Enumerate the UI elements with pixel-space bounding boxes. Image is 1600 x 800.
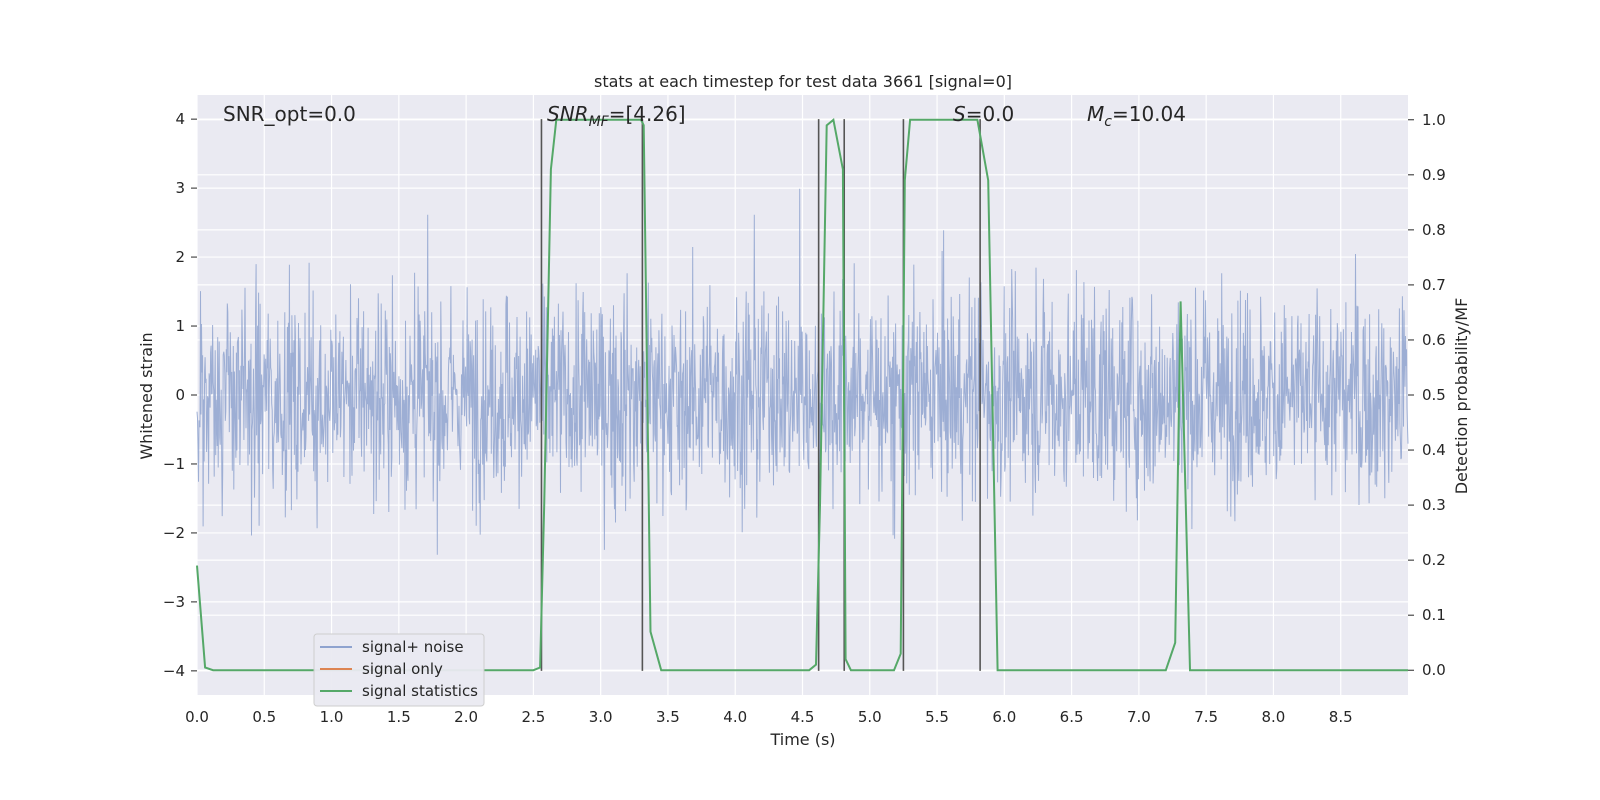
x-ticks: 0.0 0.5 1.0 1.5 2.0 2.5 3.0 3.5 4.0 4.5 5.0 5.5 6.0 6… [185,708,1353,726]
y-axis-label: Whitened strain [137,332,156,459]
y2-tick-label: 0.5 [1422,386,1446,404]
x-tick-label: 5.0 [858,708,882,726]
x-tick-label: 3.5 [656,708,680,726]
x-axis-label: Time (s) [769,730,835,749]
y-tick-label: 1 [175,317,185,335]
y-tick-label: −3 [163,593,185,611]
y2-tick-label: 0.1 [1422,606,1446,624]
y2-tick-label: 0.6 [1422,331,1446,349]
legend-label-noise: signal+ noise [362,638,464,656]
x-tick-label: 5.5 [925,708,949,726]
noise-series [196,188,1409,555]
y-tick-label: 4 [175,110,185,128]
y-tick-label: −1 [163,455,185,473]
noise-line [196,188,1409,555]
legend-box [313,633,485,707]
snr-mf-subscript: MF [589,114,610,130]
s-value: =0.0 [966,102,1015,126]
y-tick-label: −4 [163,662,185,680]
x-tick-label: 6.5 [1060,708,1084,726]
y-tick-label: 3 [175,179,185,197]
statistics-series [196,117,1408,672]
annotations: SNR_opt=0.0 SNRMF=[4.26] S=0.0 Mc=10.04 [223,102,1186,130]
x-tick-label: 0.0 [185,708,209,726]
x-tick-label: 6.0 [992,708,1016,726]
x-tick-label: 4.0 [723,708,747,726]
y2-ticks: 1.0 0.9 0.8 0.7 0.6 0.5 0.4 0.3 0.2 0.1 0.0 [1408,111,1446,679]
y2-axis-label: Detection probability/MF [1452,298,1471,495]
snr-mf-annotation: SNRMF=[4.26] [547,102,686,130]
statistics-line [196,117,1408,672]
y2-tick-label: 0.3 [1422,496,1446,514]
x-tick-label: 8.0 [1262,708,1286,726]
chart-title-text: stats at each timestep for test data 366… [594,72,1012,91]
y2-tick-label: 0.2 [1422,551,1446,569]
y2-tick-label: 0.4 [1422,441,1446,459]
snr-mf-symbol: SNR [547,102,589,126]
x-tick-label: 2.5 [521,708,545,726]
snr-opt-annotation: SNR_opt=0.0 [223,102,356,126]
legend-label-signal-only: signal only [362,660,443,678]
x-tick-label: 4.5 [791,708,815,726]
x-tick-label: 0.5 [252,708,276,726]
snr-mf-value: =[4.26] [609,102,686,126]
y-tick-label: −2 [163,524,185,542]
x-tick-label: 7.5 [1194,708,1218,726]
x-tick-label: 1.5 [387,708,411,726]
s-annotation: S=0.0 [953,102,1014,126]
mc-subscript: c [1104,114,1112,130]
y2-tick-label: 0.9 [1422,166,1446,184]
x-tick-label: 3.0 [589,708,613,726]
y-ticks: 4 3 2 1 0 −1 −2 −3 −4 [163,110,197,680]
legend: signal+ noise signal only signal statist… [313,633,485,707]
y2-tick-label: 0.8 [1422,221,1446,239]
legend-label-statistics: signal statistics [362,682,478,700]
y-tick-label: 0 [175,386,185,404]
mc-symbol: M [1087,102,1104,126]
x-tick-label: 1.0 [320,708,344,726]
x-tick-label: 8.5 [1329,708,1353,726]
y-tick-label: 2 [175,248,185,266]
mc-annotation: Mc=10.04 [1087,102,1186,130]
mc-value: =10.04 [1112,102,1186,126]
y2-tick-label: 0.7 [1422,276,1446,294]
chart-title: stats at each timestep for test data 366… [594,72,1012,91]
s-symbol: S [953,102,966,126]
x-tick-label: 7.0 [1127,708,1151,726]
x-tick-label: 2.0 [454,708,478,726]
y2-tick-label: 1.0 [1422,111,1446,129]
y2-tick-label: 0.0 [1422,661,1446,679]
